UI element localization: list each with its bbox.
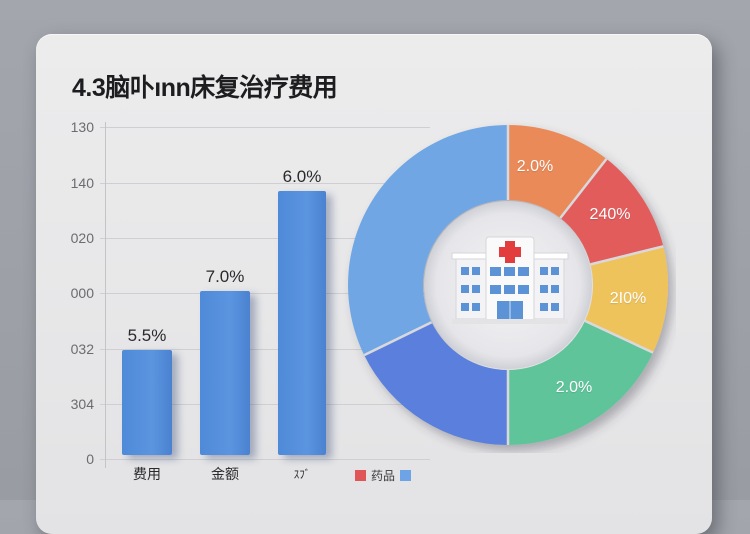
gridline [100,404,430,405]
x-category-label: ｽﾌﾞ [293,469,311,481]
bar-value-label: 6.0% [282,167,322,186]
chart-title: 4.3脑卟ınn床复治疗费用 [72,74,338,102]
x-axis-line [100,459,430,460]
bar-value-label: 5.5% [127,326,167,345]
bar-fee[interactable] [122,350,172,455]
donut-slice-green[interactable] [508,320,653,445]
legend-swatch-blue [400,470,412,481]
donut-slice-orange[interactable] [508,125,607,218]
legend-swatch-red [355,470,366,481]
gridline [100,349,430,350]
gridline [100,183,430,184]
donut-label-green: 2.0% [555,379,593,396]
hospital-icon [451,236,569,324]
donut-label-red: 240% [589,206,631,223]
gridline [100,238,430,239]
y-tick-label: 0 [86,451,94,467]
gridline [100,127,430,128]
y-tick-label: 020 [70,230,94,246]
bar-amount[interactable] [200,291,250,455]
y-tick-label: 304 [70,396,94,412]
x-category-label: 费用 [133,466,161,482]
donut-slice-yellow[interactable] [585,246,669,353]
bar-third[interactable] [278,191,326,455]
donut-slice-darkblue[interactable] [364,322,508,445]
y-axis-line [105,122,106,468]
bar-value-label: 7.0% [205,267,245,286]
donut-slice-lightblue[interactable] [348,125,508,356]
y-tick-label: 000 [70,285,94,301]
x-category-label: 金额 [211,466,239,482]
donut-label-orange: 2.0% [516,158,554,175]
legend: 药品 [355,467,412,484]
y-tick-label: 032 [70,341,94,357]
legend-label: 药品 [371,469,396,483]
gridline [100,293,430,294]
donut-svg [348,125,669,445]
donut-chart: 2.0% 240% 2I0% 2.0% [340,117,676,453]
donut-label-yellow: 2I0% [609,290,647,307]
y-tick-label: 140 [70,175,94,191]
y-tick-label: 130 [70,119,94,135]
